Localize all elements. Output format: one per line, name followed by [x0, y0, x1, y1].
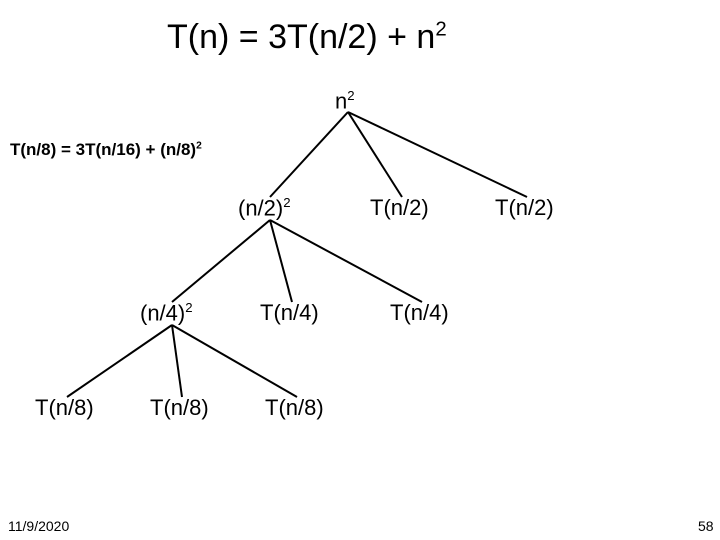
tree-edge — [270, 112, 348, 197]
tree-node-l4c: T(n/8) — [265, 395, 324, 421]
tree-node-l4a: T(n/8) — [35, 395, 94, 421]
tree-node-l3a: (n/4)2 — [140, 300, 193, 326]
tree-edge — [172, 325, 182, 397]
tree-edge — [270, 220, 422, 302]
tree-edge — [172, 220, 270, 302]
tree-edge — [67, 325, 172, 397]
slide-title: T(n) = 3T(n/2) + n2 — [167, 18, 447, 57]
tree-node-l4b: T(n/8) — [150, 395, 209, 421]
footer-date: 11/9/2020 — [8, 518, 69, 534]
tree-edge — [270, 220, 292, 302]
tree-edge — [172, 325, 297, 397]
tree-node-l3b: T(n/4) — [260, 300, 319, 326]
footer-page-number: 58 — [698, 518, 714, 534]
tree-node-l2b: T(n/2) — [370, 195, 429, 221]
tree-edges — [0, 0, 720, 540]
tree-node-l2a: (n/2)2 — [238, 195, 291, 221]
tree-node-l3c: T(n/4) — [390, 300, 449, 326]
tree-edge — [348, 112, 402, 197]
tree-edge — [348, 112, 527, 197]
tree-node-l2c: T(n/2) — [495, 195, 554, 221]
side-equation: T(n/8) = 3T(n/16) + (n/8)2 — [10, 140, 202, 160]
tree-node-root: n2 — [335, 88, 355, 114]
